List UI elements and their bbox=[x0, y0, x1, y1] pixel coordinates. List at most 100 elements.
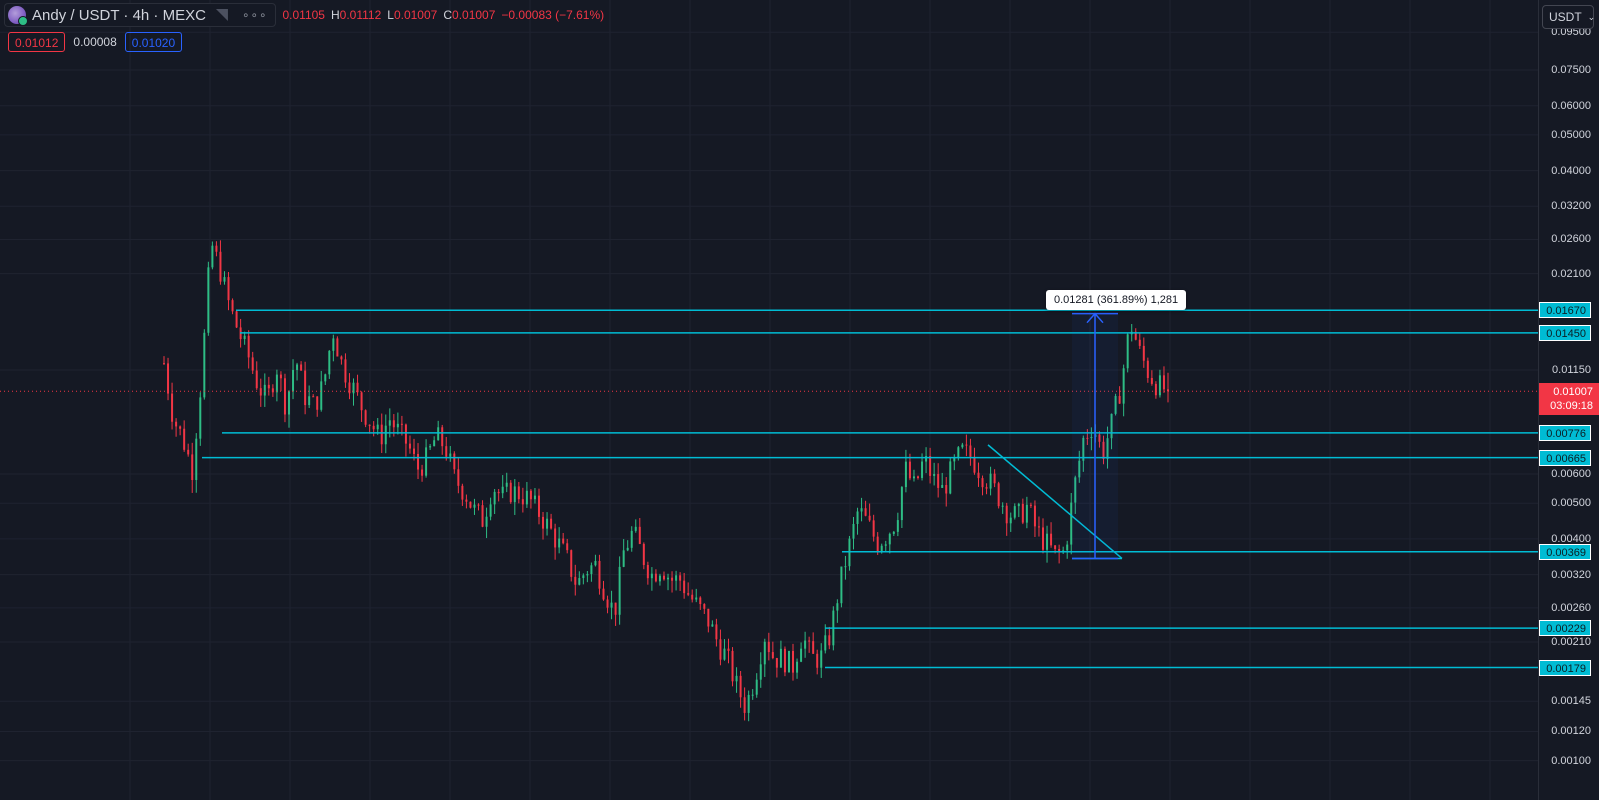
measure-tool-label[interactable]: 0.01281 (361.89%) 1,281 bbox=[1046, 290, 1187, 310]
candle-body bbox=[896, 520, 899, 532]
price-tick-label: 0.00120 bbox=[1551, 725, 1591, 738]
candle-body bbox=[1050, 533, 1053, 546]
candle-body bbox=[203, 332, 206, 398]
candle-body bbox=[908, 461, 911, 479]
price-tick-label: 0.00600 bbox=[1551, 468, 1591, 481]
candle-body bbox=[388, 420, 391, 426]
candle-body bbox=[171, 393, 174, 422]
price-tick-label: 0.07500 bbox=[1551, 64, 1591, 77]
high-label: H bbox=[330, 8, 340, 22]
candle-body bbox=[566, 543, 569, 551]
candle-body bbox=[969, 445, 972, 457]
candle-body bbox=[824, 635, 827, 651]
candle-body bbox=[747, 694, 750, 713]
candle-body bbox=[590, 565, 593, 575]
candle-body bbox=[1082, 437, 1085, 461]
price-tick-label: 0.00100 bbox=[1551, 754, 1591, 767]
candle-body bbox=[1021, 503, 1024, 523]
candle-body bbox=[279, 374, 282, 379]
level-price-tag[interactable]: 0.01450 bbox=[1539, 324, 1591, 341]
candle-body bbox=[461, 485, 464, 500]
candle-body bbox=[227, 277, 230, 301]
candle-body bbox=[251, 357, 254, 371]
candle-body bbox=[1162, 375, 1165, 390]
candle-body bbox=[953, 457, 956, 462]
candle-body bbox=[957, 447, 960, 458]
level-price-tag[interactable]: 0.00369 bbox=[1539, 543, 1591, 560]
level-price-tag[interactable]: 0.00229 bbox=[1539, 620, 1591, 637]
candle-body bbox=[340, 356, 343, 360]
candle-body bbox=[1078, 460, 1081, 478]
candle-body bbox=[296, 364, 299, 370]
candle-body bbox=[1086, 437, 1089, 439]
quote-bar: 0.01012 0.00008 0.01020 bbox=[8, 32, 183, 52]
candle-body bbox=[1142, 345, 1145, 361]
candle-body bbox=[404, 424, 407, 444]
candle-body bbox=[485, 516, 488, 527]
change-value: −0.00083 (−7.61%) bbox=[501, 8, 605, 22]
candle-body bbox=[300, 364, 303, 371]
candle-body bbox=[921, 461, 924, 478]
sell-price-button[interactable]: 0.01012 bbox=[8, 32, 66, 52]
candle-body bbox=[417, 453, 420, 470]
candle-body bbox=[497, 491, 500, 494]
candle-body bbox=[271, 388, 274, 393]
candle-body bbox=[779, 648, 782, 668]
candle-body bbox=[820, 650, 823, 668]
candle-body bbox=[449, 453, 452, 457]
candle-body bbox=[691, 594, 694, 600]
candle-body bbox=[412, 448, 415, 454]
price-tick-label: 0.01150 bbox=[1552, 363, 1591, 376]
candle-body bbox=[344, 359, 347, 383]
symbol-title[interactable]: Andy / USDT · 4h · MEXC bbox=[32, 6, 206, 24]
candle-body bbox=[356, 382, 359, 393]
candle-body bbox=[360, 392, 363, 411]
buy-price-button[interactable]: 0.01020 bbox=[124, 32, 183, 52]
candle-body bbox=[320, 381, 323, 410]
candle-body bbox=[1138, 339, 1141, 346]
currency-select[interactable]: USDT ⌄ bbox=[1542, 5, 1595, 29]
level-price-tag[interactable]: 0.01670 bbox=[1539, 302, 1591, 319]
candle-body bbox=[626, 547, 629, 551]
candle-body bbox=[441, 427, 444, 447]
candle-body bbox=[489, 504, 492, 517]
candle-body bbox=[654, 573, 657, 582]
candle-body bbox=[1046, 533, 1049, 550]
candle-body bbox=[215, 245, 218, 252]
ohlc-values: 0.01105 H0.01112 L0.01007 C0.01007 −0.00… bbox=[282, 8, 604, 22]
candle-body bbox=[267, 384, 270, 389]
candle-body bbox=[912, 476, 915, 479]
candle-body bbox=[743, 697, 746, 713]
candle-body bbox=[1029, 504, 1032, 506]
candle-body bbox=[1118, 396, 1121, 404]
candle-body bbox=[759, 664, 762, 680]
more-options-icon[interactable]: ∘∘∘ bbox=[241, 8, 268, 22]
price-tick-label: 0.02600 bbox=[1551, 233, 1591, 246]
level-price-tag[interactable]: 0.00179 bbox=[1539, 659, 1591, 676]
candle-body bbox=[671, 577, 674, 581]
price-chart[interactable] bbox=[0, 0, 1538, 800]
candle-body bbox=[287, 391, 290, 415]
candle-body bbox=[1074, 477, 1077, 503]
candle-body bbox=[961, 444, 964, 448]
candle-body bbox=[304, 370, 307, 406]
candle-body bbox=[275, 374, 278, 393]
symbol-box[interactable]: Andy / USDT · 4h · MEXC ∘∘∘ bbox=[4, 3, 277, 27]
candle-body bbox=[917, 476, 920, 478]
candle-body bbox=[945, 484, 948, 494]
candle-body bbox=[469, 501, 472, 508]
candle-body bbox=[662, 575, 665, 580]
level-price-tag[interactable]: 0.00776 bbox=[1539, 424, 1591, 441]
candle-body bbox=[642, 543, 645, 565]
level-price-tag[interactable]: 0.00665 bbox=[1539, 449, 1591, 466]
chart-pane[interactable] bbox=[0, 0, 1538, 800]
candle-body bbox=[1106, 438, 1109, 459]
candle-body bbox=[513, 486, 516, 503]
candle-body bbox=[828, 635, 831, 646]
candle-body bbox=[348, 382, 351, 394]
candle-body bbox=[546, 518, 549, 529]
candle-body bbox=[481, 505, 484, 527]
candle-body bbox=[231, 300, 234, 312]
trendline bbox=[987, 444, 1123, 560]
